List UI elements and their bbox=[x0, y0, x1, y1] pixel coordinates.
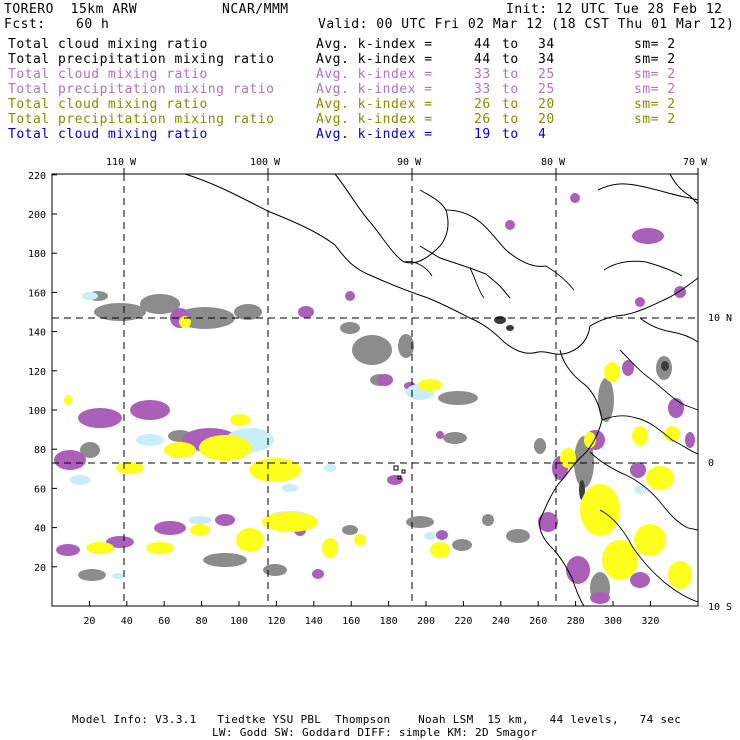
legend-field-6: Total precipitation mixing ratio bbox=[8, 112, 275, 127]
left-tick-label-8: 60 bbox=[34, 484, 46, 495]
forecast-label: Fcst: bbox=[4, 17, 46, 32]
legend-to-1: 34 bbox=[538, 37, 555, 52]
organization-label: NCAR/MMM bbox=[222, 2, 289, 17]
lat-label-2: 10 S bbox=[708, 602, 732, 613]
legend-field-5: Total cloud mixing ratio bbox=[8, 97, 208, 112]
left-tick-label-4: 140 bbox=[28, 328, 46, 339]
legend-from-7: 19 bbox=[474, 127, 491, 142]
grid-lines bbox=[52, 174, 698, 606]
bottom-tick-label-0: 20 bbox=[83, 616, 95, 627]
bottom-axis-ticks: 20 40 60 80 100 120 140 160 180 200 220 240 260 280 30… bbox=[83, 601, 659, 627]
bottom-tick-label-5: 120 bbox=[267, 616, 285, 627]
legend-from-5: 26 bbox=[474, 97, 491, 112]
legend-to-word-3: to bbox=[502, 67, 519, 82]
legend-sm-6: sm= 2 bbox=[634, 112, 676, 127]
left-tick-label-9: 40 bbox=[34, 524, 46, 535]
legend-from-4: 33 bbox=[474, 82, 491, 97]
bottom-tick-label-11: 240 bbox=[492, 616, 510, 627]
left-tick-label-0: 220 bbox=[28, 171, 46, 182]
legend-from-2: 44 bbox=[474, 52, 491, 67]
legend-idx-7: Avg. k-index = bbox=[316, 127, 433, 142]
bottom-tick-label-1: 40 bbox=[121, 616, 133, 627]
legend-sm-4: sm= 2 bbox=[634, 82, 676, 97]
bottom-tick-label-8: 180 bbox=[380, 616, 398, 627]
legend-field-1: Total cloud mixing ratio bbox=[8, 37, 208, 52]
lat-label-1: 0 bbox=[708, 458, 714, 469]
legend-sm-2: sm= 2 bbox=[634, 52, 676, 67]
left-tick-label-7: 80 bbox=[34, 445, 46, 456]
lon-label-3: 80 W bbox=[541, 157, 566, 168]
physics-info-line: LW: Godd SW: Goddard DIFF: simple KM: 2D… bbox=[212, 726, 538, 739]
forecast-hour: 60 h bbox=[76, 17, 110, 32]
left-tick-label-10: 20 bbox=[34, 563, 46, 574]
bottom-tick-label-2: 60 bbox=[158, 616, 170, 627]
legend-sm-1: sm= 2 bbox=[634, 37, 676, 52]
bottom-tick-label-7: 160 bbox=[342, 616, 360, 627]
legend-field-4: Total precipitation mixing ratio bbox=[8, 82, 275, 97]
model-info-line: Model Info: V3.3.1 Tiedtke YSU PBL Thomp… bbox=[72, 713, 682, 726]
left-tick-label-6: 100 bbox=[28, 406, 46, 417]
legend-to-2: 34 bbox=[538, 52, 555, 67]
legend-to-7: 4 bbox=[538, 127, 547, 142]
lon-label-1: 100 W bbox=[250, 157, 281, 168]
legend-from-3: 33 bbox=[474, 67, 491, 82]
valid-time: Valid: 00 UTC Fri 02 Mar 12 (18 CST Thu … bbox=[318, 17, 735, 32]
legend-field-7: Total cloud mixing ratio bbox=[8, 127, 208, 142]
legend-idx-3: Avg. k-index = bbox=[316, 67, 433, 82]
left-tick-label-2: 180 bbox=[28, 249, 46, 260]
lon-label-2: 90 W bbox=[397, 157, 422, 168]
lon-ticks bbox=[123, 168, 699, 174]
model-title: TORERO 15km ARW bbox=[4, 2, 138, 17]
bottom-tick-label-3: 80 bbox=[196, 616, 208, 627]
yellow-areas bbox=[64, 316, 692, 589]
legend-idx-6: Avg. k-index = bbox=[316, 112, 433, 127]
legend-idx-1: Avg. k-index = bbox=[316, 37, 433, 52]
legend-from-6: 26 bbox=[474, 112, 491, 127]
legend-to-word-6: to bbox=[502, 112, 519, 127]
lon-label-4: 70 W bbox=[683, 157, 708, 168]
bottom-tick-label-12: 260 bbox=[529, 616, 547, 627]
legend-field-2: Total precipitation mixing ratio bbox=[8, 52, 275, 67]
legend-to-5: 20 bbox=[538, 97, 555, 112]
init-time: Init: 12 UTC Tue 28 Feb 12 bbox=[506, 2, 723, 17]
map-fields bbox=[54, 193, 695, 604]
lon-labels: 110 W 100 W 90 W 80 W 70 W bbox=[106, 157, 708, 168]
left-tick-label-1: 200 bbox=[28, 210, 46, 221]
country-borders bbox=[403, 261, 699, 603]
bottom-tick-label-6: 140 bbox=[305, 616, 323, 627]
left-tick-label-5: 120 bbox=[28, 367, 46, 378]
bottom-tick-label-4: 100 bbox=[230, 616, 248, 627]
lat-label-0: 10 N bbox=[708, 313, 732, 324]
bottom-tick-label-13: 280 bbox=[567, 616, 585, 627]
legend-to-word-7: to bbox=[502, 127, 519, 142]
legend-to-3: 25 bbox=[538, 67, 555, 82]
legend-field-3: Total cloud mixing ratio bbox=[8, 67, 208, 82]
legend-to-word-4: to bbox=[502, 82, 519, 97]
legend-to-6: 20 bbox=[538, 112, 555, 127]
legend-to-word-5: to bbox=[502, 97, 519, 112]
left-axis-ticks: 220 200 180 160 140 120 100 80 60 40 20 bbox=[28, 171, 57, 574]
lon-label-0: 110 W bbox=[106, 157, 137, 168]
legend-from-1: 44 bbox=[474, 37, 491, 52]
legend-idx-4: Avg. k-index = bbox=[316, 82, 433, 97]
bottom-tick-label-15: 320 bbox=[641, 616, 659, 627]
legend-idx-5: Avg. k-index = bbox=[316, 97, 433, 112]
bottom-tick-label-10: 220 bbox=[454, 616, 472, 627]
legend-idx-2: Avg. k-index = bbox=[316, 52, 433, 67]
map-frame bbox=[51, 173, 699, 607]
bottom-tick-label-9: 200 bbox=[417, 616, 435, 627]
legend-to-word-2: to bbox=[502, 52, 519, 67]
legend-sm-3: sm= 2 bbox=[634, 67, 676, 82]
left-tick-label-3: 160 bbox=[28, 288, 46, 299]
legend-to-4: 25 bbox=[538, 82, 555, 97]
legend-sm-5: sm= 2 bbox=[634, 97, 676, 112]
legend-to-word-1: to bbox=[502, 37, 519, 52]
lat-labels: 10 N 0 10 S bbox=[708, 313, 732, 613]
bottom-tick-label-14: 300 bbox=[604, 616, 622, 627]
